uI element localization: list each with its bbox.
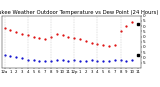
Title: Milwaukee Weather Outdoor Temperature vs Dew Point (24 Hours): Milwaukee Weather Outdoor Temperature vs… (0, 10, 159, 15)
